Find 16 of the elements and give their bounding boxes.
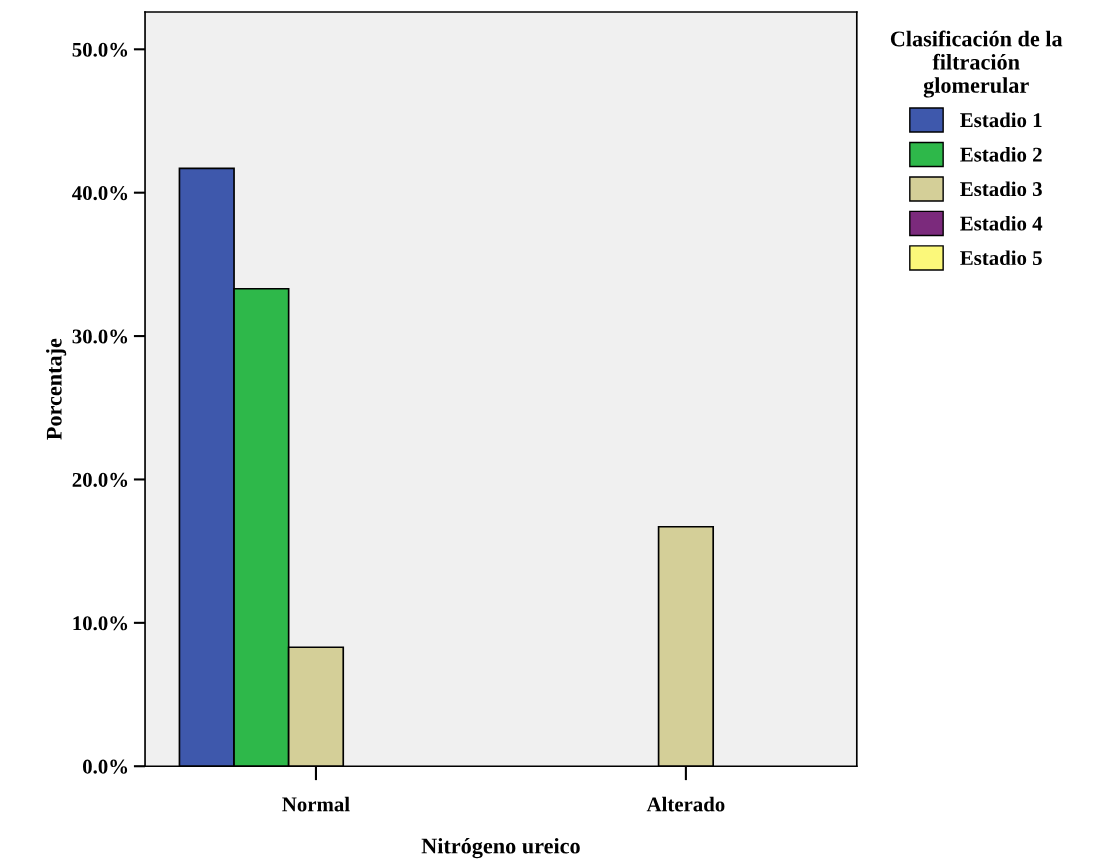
x-axis-title: Nitrógeno ureico xyxy=(421,837,580,859)
x-tick-label: Alterado xyxy=(646,796,725,812)
legend-label: Estadio 1 xyxy=(960,112,1042,128)
x-tick-label: Normal xyxy=(282,796,350,812)
y-tick-label: 20.0% xyxy=(72,472,128,487)
legend-label: Estadio 4 xyxy=(960,215,1043,231)
y-tick-label: 10.0% xyxy=(73,616,128,631)
y-tick-label: 40.0% xyxy=(72,186,128,201)
legend-label: Estadio 5 xyxy=(960,250,1042,266)
y-tick-label: 0.0% xyxy=(82,759,128,774)
y-tick-label: 30.0% xyxy=(72,329,128,344)
y-axis-title: Porcentaje xyxy=(46,338,67,440)
legend-label: Estadio 3 xyxy=(960,181,1042,197)
legend-title: Clasificación de la filtración glomerular xyxy=(890,30,1063,98)
y-tick-label: 50.0% xyxy=(72,42,128,57)
legend-label: Estadio 2 xyxy=(960,146,1042,162)
